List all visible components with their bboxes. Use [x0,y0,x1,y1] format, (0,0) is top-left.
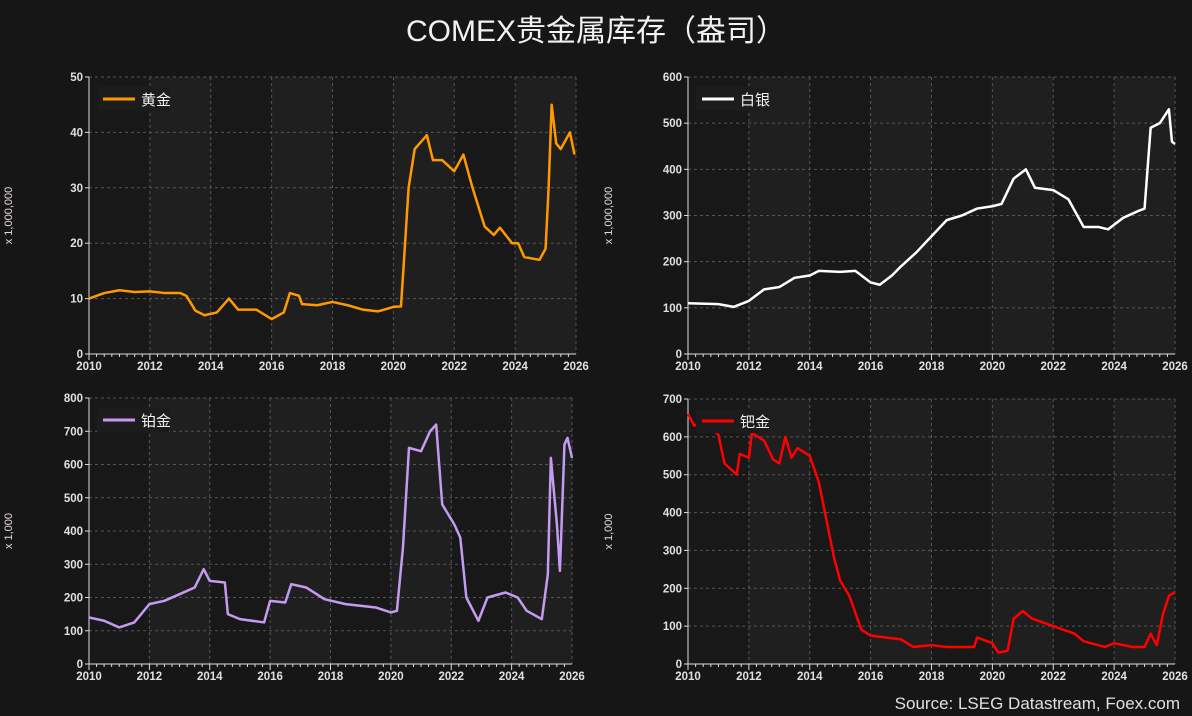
y-tick-label: 200 [663,583,682,595]
chart-title: COMEX贵金属库存（盎司） [405,15,786,48]
x-tick-label: 2020 [980,671,1006,683]
legend-label: 黄金 [141,91,171,109]
x-tick-label: 2014 [797,361,823,373]
plot-band [748,399,810,664]
x-tick-label: 2022 [438,671,464,683]
chart-panel-1: 0 100 200 300 400 500 600 2010 2012 2014 2016 2018 2… [603,72,1188,373]
x-tick-label: 2026 [1162,671,1188,683]
x-tick-label: 2018 [318,671,344,683]
legend-label: 铂金 [141,412,171,430]
y-tick-label: 400 [64,526,83,538]
x-tick-label: 2018 [320,361,346,373]
x-tick-label: 2020 [378,671,404,683]
x-tick-label: 2024 [1101,361,1127,373]
y-tick-label: 20 [70,238,83,250]
series-line [686,413,1176,654]
y-tick-label: 100 [64,626,83,638]
y-tick-label: 400 [663,508,682,520]
y-tick-label: 500 [663,118,682,130]
x-tick-label: 2018 [919,361,945,373]
y-tick-label: 800 [64,393,83,405]
chart-panel-2: 0 100 200 300 400 500 600 700 800 2010 2012 2014 201… [3,393,585,683]
y-tick-label: 200 [64,593,83,605]
y-tick-label: 700 [663,394,682,406]
x-tick-label: 2022 [441,361,467,373]
series-line [687,108,1176,309]
x-tick-label: 2012 [736,361,762,373]
chart-panel-0: 0 10 20 30 40 50 2010 2012 2014 2016 2018 2020 2022 2… [3,72,589,373]
x-tick-label: 2024 [1101,671,1127,683]
x-tick-label: 2014 [198,361,224,373]
legend-label: 白银 [740,91,770,109]
y-tick-label: 50 [70,72,83,84]
y-axis-label: x 1,000 [603,513,615,549]
plot-band [1114,399,1175,664]
y-tick-label: 300 [64,559,83,571]
plot-band [515,77,576,354]
x-tick-label: 2026 [563,361,589,373]
y-tick-label: 200 [663,257,682,269]
y-tick-label: 40 [70,127,83,139]
y-tick-label: 400 [663,164,682,176]
x-tick-label: 2010 [675,361,701,373]
y-tick-label: 300 [663,545,682,557]
x-tick-label: 2014 [797,671,823,683]
x-tick-label: 2018 [919,671,945,683]
y-tick-label: 300 [663,211,682,223]
x-tick-label: 2016 [257,671,283,683]
x-tick-label: 2010 [675,671,701,683]
chart-panel-3: 0 100 200 300 400 500 600 700 2010 2012 2014 2016 20… [603,394,1188,683]
x-tick-label: 2012 [736,671,762,683]
y-tick-label: 30 [70,183,83,195]
plot-band [870,399,932,664]
y-tick-label: 500 [663,470,682,482]
y-tick-label: 500 [64,493,83,505]
x-tick-label: 2022 [1040,361,1066,373]
y-axis-label: x 1,000 [3,513,15,549]
x-tick-label: 2026 [559,671,585,683]
series-line [88,103,576,321]
x-tick-label: 2022 [1040,671,1066,683]
x-tick-label: 2010 [76,671,102,683]
y-tick-label: 600 [663,72,682,84]
legend-label: 钯金 [740,413,770,431]
x-tick-label: 2014 [197,671,223,683]
y-tick-label: 0 [77,349,83,361]
source-note: Source: LSEG Datastream, Foex.com [894,694,1180,713]
y-axis-label: x 1,000,000 [3,187,15,245]
y-tick-label: 0 [676,659,682,671]
y-axis-label: x 1,000,000 [603,187,615,245]
y-tick-label: 10 [70,294,83,306]
y-tick-label: 700 [64,426,83,438]
x-tick-label: 2016 [259,361,285,373]
x-tick-label: 2020 [980,361,1006,373]
x-tick-label: 2012 [137,671,163,683]
x-tick-label: 2024 [502,361,528,373]
y-tick-label: 100 [663,621,682,633]
x-tick-label: 2026 [1162,361,1188,373]
x-tick-label: 2024 [499,671,525,683]
y-tick-label: 0 [676,349,682,361]
x-tick-label: 2016 [858,671,884,683]
x-tick-label: 2012 [137,361,163,373]
plot-band [992,399,1054,664]
x-tick-label: 2020 [381,361,407,373]
y-tick-label: 0 [77,659,83,671]
y-tick-label: 100 [663,303,682,315]
x-tick-label: 2016 [858,361,884,373]
x-tick-label: 2010 [76,361,102,373]
plot-band [149,77,211,354]
y-tick-label: 600 [64,460,83,472]
plot-band [271,77,333,354]
plot-band [393,77,455,354]
y-tick-label: 600 [663,432,682,444]
